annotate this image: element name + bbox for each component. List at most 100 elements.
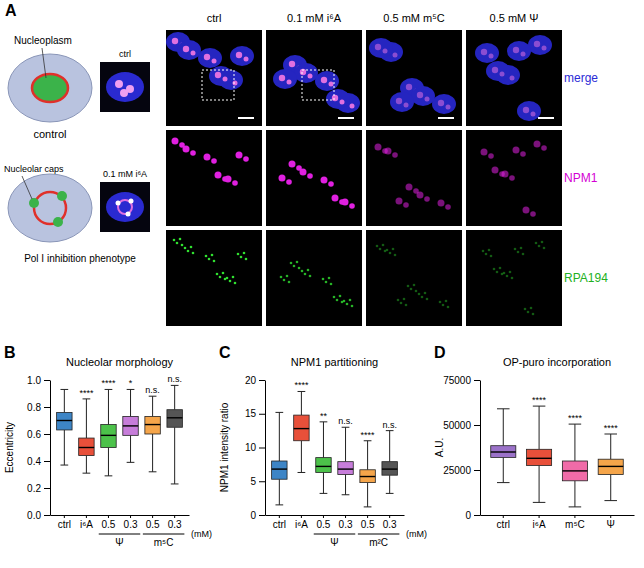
- nucleus: [315, 71, 339, 91]
- nucleus: [177, 40, 201, 60]
- x-tick-mark: [86, 515, 87, 518]
- whisker-upper: [64, 389, 65, 412]
- box: [294, 415, 309, 441]
- y-tick-mark: [259, 515, 265, 516]
- y-tick: 5: [250, 476, 265, 487]
- nucleolus: [332, 95, 338, 101]
- whisker-upper: [86, 399, 87, 438]
- whisker-cap: [604, 434, 617, 435]
- whisker-upper: [345, 427, 346, 461]
- significance-label: n.s.: [382, 420, 397, 430]
- panel-letter: D: [434, 344, 446, 361]
- median: [79, 447, 94, 448]
- rpa194-focus: [413, 284, 416, 287]
- microscopy-image: [366, 230, 462, 326]
- x-tick-mark: [108, 515, 109, 518]
- x-tick: m⁵C: [565, 515, 585, 530]
- rpa194-focus: [522, 253, 525, 256]
- whisker-upper: [301, 391, 302, 415]
- whisker-lower: [539, 466, 540, 503]
- rpa194-focus: [325, 281, 328, 284]
- y-tick-mark: [259, 448, 265, 449]
- x-axis: ctrli⁶Am⁵CΨ: [481, 515, 635, 530]
- x-tick-label: i⁶A: [80, 519, 93, 530]
- nucleolus: [417, 192, 424, 199]
- image-background: [266, 30, 362, 126]
- nucleolus: [289, 161, 296, 168]
- nucleolus: [222, 176, 228, 182]
- nucleus: [528, 35, 552, 55]
- rpa194-focus: [307, 269, 310, 272]
- y-tick-label: 0.6: [27, 429, 41, 440]
- nucleolus: [510, 76, 515, 81]
- rpa194-focus: [392, 248, 395, 251]
- whisker-lower: [345, 475, 346, 495]
- whisker-cap: [127, 462, 135, 463]
- rpa194-focus: [290, 262, 293, 265]
- nucleolar-cap: [116, 201, 121, 206]
- nucleolus: [513, 147, 520, 154]
- whisker-cap: [342, 427, 350, 428]
- y-tick: 0.0: [27, 510, 50, 521]
- y-tick-mark: [44, 434, 50, 435]
- rpa194-focus: [376, 245, 379, 248]
- rpa194-focus: [407, 285, 410, 288]
- rpa194-focus: [389, 252, 392, 255]
- rpa194-focus: [286, 275, 289, 278]
- nucleolus: [393, 53, 398, 58]
- median: [382, 468, 397, 469]
- whisker-cap: [604, 500, 617, 501]
- nucleus: [475, 43, 499, 63]
- nucleolus: [350, 104, 355, 109]
- box: [491, 446, 516, 458]
- rpa194-focus: [208, 258, 211, 261]
- whisker-cap: [497, 408, 510, 409]
- rpa194-focus: [485, 253, 488, 256]
- nucleolus: [115, 80, 123, 88]
- y-tick-label: 0.4: [27, 456, 41, 467]
- nucleolus: [375, 144, 382, 151]
- x-tick-label: 0.5: [102, 519, 116, 530]
- x-tick-mark: [174, 515, 175, 518]
- rpa194-focus: [330, 283, 333, 286]
- rpa194-focus: [346, 303, 349, 306]
- nucleolus: [287, 80, 292, 85]
- x-tick-label: Ψ: [607, 519, 615, 530]
- whisker-upper: [539, 406, 540, 449]
- y-tick-mark: [44, 515, 50, 516]
- microscopy-image: [266, 230, 362, 326]
- x-tick-mark: [279, 515, 280, 518]
- x-tick: 0.3: [168, 515, 182, 530]
- nucleolus: [183, 46, 189, 52]
- rpa194-focus: [232, 276, 235, 279]
- nucleolus: [286, 179, 292, 185]
- nucleolus: [523, 107, 529, 113]
- significance-label: ****: [361, 430, 376, 440]
- rpa194-focus: [341, 301, 344, 304]
- rpa194-focus: [421, 296, 424, 299]
- rpa194-focus: [426, 298, 429, 301]
- rpa194-focus: [187, 250, 190, 253]
- nucleus: [507, 41, 531, 61]
- panel-a: ANucleoplasmcontrolNucleolar capsPol I i…: [4, 2, 608, 326]
- rpa194-focus: [532, 313, 535, 316]
- rpa194-focus: [447, 306, 450, 309]
- y-tick: 0: [465, 510, 480, 521]
- image-background: [466, 30, 562, 126]
- rpa194-focus: [296, 261, 299, 264]
- nucleolus: [321, 77, 327, 83]
- boxes: [57, 385, 183, 484]
- rpa194-focus: [328, 277, 331, 280]
- column-header: 0.5 mM m⁵C: [383, 12, 444, 24]
- y-tick-mark: [259, 481, 265, 482]
- x-tick: i⁶A: [80, 515, 93, 530]
- x-axis-line: [266, 515, 405, 516]
- x-tick-label: ctrl: [273, 519, 286, 530]
- rpa194-focus: [543, 247, 546, 250]
- nucleolus: [488, 153, 494, 159]
- nucleolus: [339, 199, 345, 205]
- rpa194-focus: [351, 305, 354, 308]
- nucleolus: [445, 204, 451, 210]
- y-tick-label: 25000: [443, 465, 471, 476]
- chart-title: OP-puro incorporation: [503, 356, 611, 368]
